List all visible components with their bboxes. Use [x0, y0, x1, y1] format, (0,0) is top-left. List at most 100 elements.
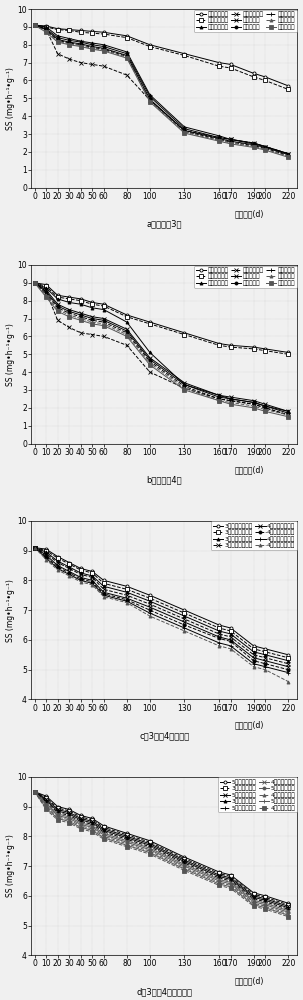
- 金字塔双层: [67, 36, 71, 48]
- 金字塔三层: [263, 402, 267, 414]
- 3号整秆带叶立放: [252, 646, 255, 658]
- 金字塔三层: [252, 140, 255, 152]
- 金字塔三层: [252, 398, 255, 410]
- 金字塔双层: [183, 379, 186, 391]
- 整秆带叶平放: [229, 395, 232, 407]
- 整秆带叶平放: [252, 398, 255, 410]
- 4号整秆带叶立放: [148, 607, 152, 619]
- 金字塔三层: [33, 19, 36, 31]
- Line: 4号整秆去叶立放: 4号整秆去叶立放: [33, 546, 290, 668]
- 金字塔五层: [183, 127, 186, 139]
- 4号金字塔单层: [79, 817, 82, 829]
- 整秆去叶立放: [252, 341, 255, 353]
- 整秆带叶平放: [263, 141, 267, 153]
- 3号整秆带叶平放: [44, 548, 48, 560]
- 4号金字塔单层: [183, 859, 186, 871]
- 4号整秆去叶平放: [217, 632, 221, 644]
- Legend: 5号金字塔单层, 3号金字塔双层, 5号金字塔三层, 3号金字塔单层, 5号金字塔四层, 4号金字塔单层, 5号金字塔双层, 4号金字塔三层, 5号金字塔五层,: 5号金字塔单层, 3号金字塔双层, 5号金字塔三层, 3号金字塔单层, 5号金字…: [218, 777, 297, 812]
- 4号整秆带叶立放: [125, 595, 129, 607]
- 金字塔三层: [148, 94, 152, 106]
- 整秆去叶平放: [33, 19, 36, 31]
- 4号金字塔五层: [217, 879, 221, 891]
- 整秆去叶平放: [263, 74, 267, 86]
- 5号金字塔五层: [217, 878, 221, 890]
- 金字塔五层: [33, 277, 36, 289]
- 整秆去叶立放: [79, 24, 82, 36]
- 整秆带叶平放: [286, 148, 290, 160]
- 4号金字塔五层: [148, 848, 152, 860]
- Line: 金字塔三层: 金字塔三层: [33, 281, 290, 416]
- 整秆去叶平放: [56, 291, 59, 303]
- 4号金字塔单层: [217, 873, 221, 885]
- Text: b、新高醄4号: b、新高醄4号: [146, 476, 182, 485]
- 金字塔三层: [67, 307, 71, 319]
- 3号金字塔双层: [125, 829, 129, 841]
- Line: 3号整秆去叶立放: 3号整秆去叶立放: [33, 546, 290, 656]
- 5号金字塔单层: [125, 827, 129, 839]
- 3号金字塔单层: [56, 805, 59, 817]
- 金字塔四层: [79, 313, 82, 325]
- 整秆去叶立放: [44, 20, 48, 32]
- 5号金字塔四层: [67, 809, 71, 821]
- 金字塔五层: [229, 398, 232, 410]
- 3号金字塔单层: [90, 817, 94, 829]
- 整秆带叶立放: [56, 293, 59, 305]
- 5号金字塔四层: [79, 815, 82, 827]
- 5号金字塔单层: [229, 869, 232, 881]
- 整秆去叶平放: [286, 348, 290, 360]
- 金字塔单层: [229, 133, 232, 145]
- 金字塔四层: [183, 382, 186, 394]
- 4号金字塔单层: [56, 808, 59, 820]
- 3号金字塔单层: [263, 894, 267, 906]
- 金字塔双层: [252, 139, 255, 151]
- 金字塔双层: [67, 305, 71, 317]
- 5号金字塔单层: [217, 866, 221, 878]
- 5号金字塔双层: [33, 786, 36, 798]
- 整秆去叶平放: [125, 32, 129, 44]
- 整秆去叶平放: [33, 277, 36, 289]
- 3号金字塔双层: [263, 891, 267, 903]
- 4号金字塔单层: [229, 876, 232, 888]
- 4号整秆去叶平放: [148, 604, 152, 616]
- 整秆带叶立放: [102, 304, 105, 316]
- 3号整秆去叶立放: [33, 542, 36, 554]
- 整秆去叶立放: [252, 67, 255, 79]
- 整秆带叶平放: [56, 314, 59, 326]
- 4号整秆带叶平放: [217, 640, 221, 652]
- 金字塔四层: [44, 289, 48, 301]
- 整秆带叶立放: [33, 277, 36, 289]
- 金字塔双层: [79, 38, 82, 50]
- 4号金字塔三层: [286, 908, 290, 920]
- 金字塔四层: [90, 42, 94, 54]
- 整秆带叶立放: [286, 148, 290, 160]
- Line: 5号金字塔三层: 5号金字塔三层: [33, 790, 290, 908]
- 3号金字塔双层: [67, 805, 71, 817]
- 整秆去叶平放: [102, 28, 105, 40]
- 整秆去叶立放: [90, 296, 94, 308]
- Line: 4号金字塔三层: 4号金字塔三层: [33, 790, 290, 915]
- Line: 金字塔四层: 金字塔四层: [33, 24, 290, 158]
- 整秆带叶立放: [125, 316, 129, 328]
- 5号金字塔四层: [44, 796, 48, 808]
- 5号金字塔五层: [102, 832, 105, 844]
- 3号金字塔双层: [102, 821, 105, 833]
- 4号金字塔单层: [90, 820, 94, 832]
- 整秆去叶平放: [90, 27, 94, 39]
- 金字塔双层: [56, 300, 59, 312]
- 3号整秆带叶立放: [33, 542, 36, 554]
- Text: d、3号、4号金字塔型: d、3号、4号金字塔型: [136, 987, 192, 996]
- 整秆带叶立放: [67, 296, 71, 308]
- 4号整秆带叶平放: [67, 570, 71, 582]
- 3号整秆带叶平放: [125, 589, 129, 601]
- 金字塔四层: [125, 51, 129, 63]
- 整秆去叶平放: [90, 298, 94, 310]
- 整秆带叶平放: [56, 48, 59, 60]
- 整秆带叶立放: [67, 33, 71, 45]
- 4号整秆带叶平放: [148, 610, 152, 622]
- Line: 整秆带叶立放: 整秆带叶立放: [33, 24, 290, 155]
- 5号金字塔双层: [252, 896, 255, 908]
- 金字塔三层: [102, 43, 105, 55]
- 金字塔三层: [263, 142, 267, 154]
- 5号金字塔单层: [263, 890, 267, 902]
- 3号整秆带叶平放: [286, 658, 290, 670]
